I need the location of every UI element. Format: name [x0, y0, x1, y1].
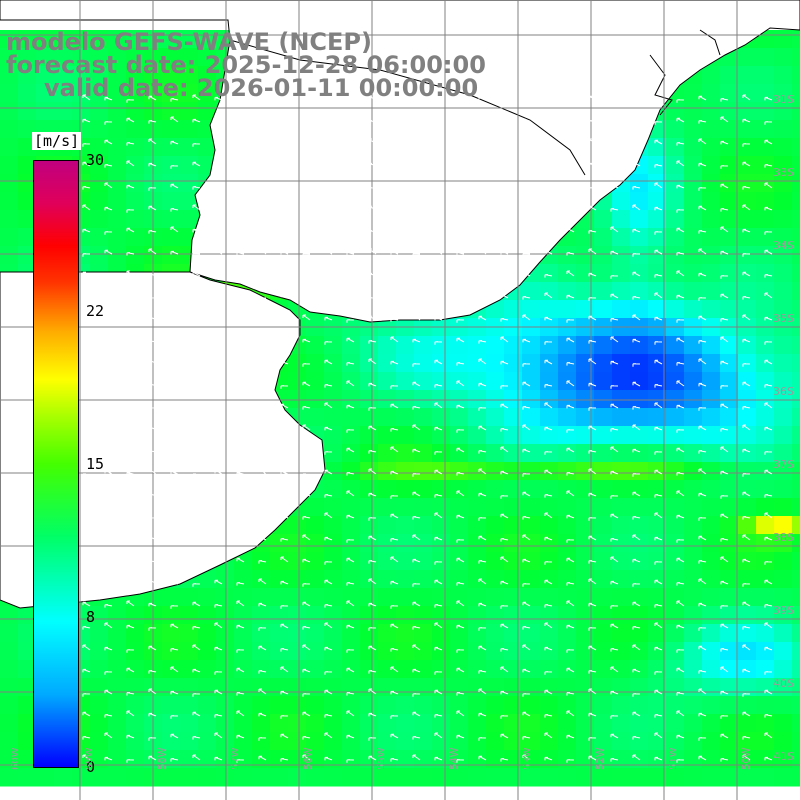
latitude-label: 36S [773, 385, 794, 398]
colorbar-tick-label: 8 [86, 608, 96, 626]
longitude-label: 51W [668, 747, 679, 770]
longitude-label: 57W [230, 747, 241, 770]
colorbar-tick-label: 0 [86, 758, 96, 776]
valid-date: valid date: 2026-01-11 00:00:00 [44, 74, 479, 102]
latitude-label: 35S [773, 312, 794, 325]
colorbar-tick-label: 15 [86, 455, 105, 473]
land-north [0, 0, 800, 323]
longitude-label: 60W [10, 747, 21, 770]
latitude-label: 33S [773, 166, 794, 179]
colorbar-tick-label: 30 [86, 151, 105, 169]
wind-arrows [82, 94, 773, 763]
forecast-date: forecast date: 2025-12-28 06:00:00 [6, 51, 486, 79]
latitude-label: 38S [773, 531, 794, 544]
colorbar-tick-label: 22 [86, 302, 105, 320]
land-west [0, 271, 326, 609]
latitude-label: 41S [773, 750, 794, 763]
latitude-label: 40S [773, 677, 794, 690]
longitude-label: 55W [376, 747, 387, 770]
longitude-label: 58W [157, 747, 168, 770]
latitude-label: 37S [773, 458, 794, 471]
lagoon-shore [649, 29, 721, 116]
latitude-label: 31S [773, 93, 794, 106]
latitude-label: 34S [773, 239, 794, 252]
latitude-label: 39S [773, 604, 794, 617]
colorbar-unit-label: [m/s] [32, 132, 82, 150]
longitude-label: 56W [303, 747, 314, 770]
land-mask [0, 0, 800, 609]
longitude-label: 59W [84, 747, 95, 770]
longitude-label: 50W [741, 747, 752, 770]
longitude-label: 52W [595, 747, 606, 770]
interior-boundary [229, 39, 586, 176]
model-title: modelo GEFS-WAVE (NCEP) [6, 28, 372, 56]
longitude-label: 53W [522, 747, 533, 770]
longitude-label: 54W [449, 747, 460, 770]
colorbar [33, 160, 79, 768]
